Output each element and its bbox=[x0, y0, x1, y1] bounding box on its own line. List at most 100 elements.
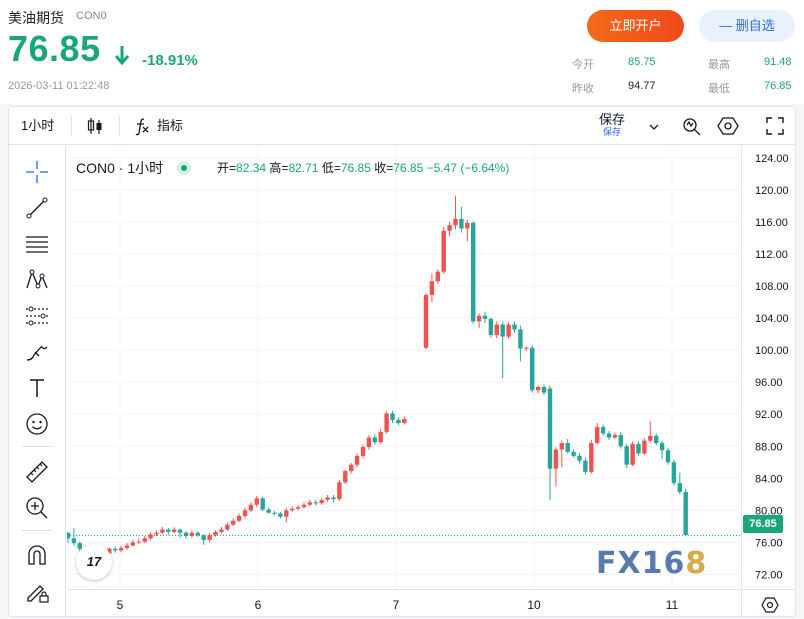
candle-body bbox=[618, 435, 623, 447]
candle-body bbox=[254, 498, 259, 505]
candle-body bbox=[195, 532, 200, 536]
open-account-button[interactable]: 立即开户 bbox=[587, 10, 684, 42]
magnet-icon[interactable] bbox=[23, 542, 51, 570]
save-button[interactable]: 保存 保存 bbox=[597, 112, 627, 137]
interval-selector[interactable]: 1小时 bbox=[21, 118, 55, 133]
price-axis[interactable]: 124.00 120.00 116.00 112.00 108.00 104.00 100.… bbox=[741, 146, 795, 588]
candle-body bbox=[148, 534, 153, 539]
candlestick-plot[interactable] bbox=[65, 146, 741, 588]
candle-body bbox=[189, 532, 195, 536]
candle-body bbox=[172, 529, 177, 532]
indicators-button[interactable]: 指标 bbox=[157, 118, 184, 133]
quote-header: 美油期货 CON0 76.85 -18.91% 2026-03-11 01:22… bbox=[0, 0, 804, 104]
fib-levels-icon[interactable] bbox=[23, 230, 51, 258]
stat-open-value: 85.75 bbox=[628, 56, 656, 68]
ohlc-close: 76.85 bbox=[393, 161, 424, 175]
prediction-icon[interactable] bbox=[23, 302, 51, 330]
lock-drawing-icon[interactable] bbox=[23, 578, 51, 606]
save-label: 保存 bbox=[598, 112, 625, 127]
candle-body bbox=[476, 315, 482, 322]
ohlc-high-label: 高 bbox=[269, 161, 282, 175]
trend-line-icon[interactable] bbox=[23, 194, 51, 222]
candle-body bbox=[272, 512, 277, 514]
last-price-label: 76.85 bbox=[743, 515, 783, 533]
price-tick-label: 108.00 bbox=[755, 281, 789, 293]
ohlc-close-label: 收 bbox=[374, 161, 387, 175]
price-tick-label: 104.00 bbox=[755, 313, 789, 325]
watermark-logo: FX168 bbox=[596, 546, 707, 581]
instrument-code: CON0 bbox=[76, 10, 107, 22]
candle-body bbox=[654, 435, 659, 444]
time-axis[interactable]: 5 6 7 10 11 bbox=[67, 589, 741, 616]
candle-body bbox=[219, 529, 224, 532]
zoom-in-icon[interactable] bbox=[23, 494, 51, 522]
candle-body bbox=[453, 218, 458, 226]
ruler-icon[interactable] bbox=[23, 458, 51, 486]
candle-body bbox=[423, 294, 429, 348]
axis-settings-icon[interactable] bbox=[761, 596, 779, 614]
ohlc-high: 82.71 bbox=[288, 161, 319, 175]
candle-body bbox=[612, 435, 618, 438]
candle-body bbox=[319, 499, 324, 504]
candle-body bbox=[71, 538, 77, 544]
toolbar-divider bbox=[71, 116, 72, 136]
price-tick-label: 84.00 bbox=[755, 473, 783, 485]
fullscreen-icon[interactable] bbox=[765, 116, 785, 136]
price-tick-label: 80.00 bbox=[755, 505, 783, 517]
change-percent: -18.91% bbox=[142, 52, 198, 69]
candle-body bbox=[441, 230, 446, 272]
candle-body bbox=[471, 222, 476, 322]
time-tick-label: 5 bbox=[117, 598, 124, 612]
function-icon[interactable] bbox=[133, 116, 153, 136]
candle-body bbox=[166, 529, 171, 532]
tradingview-logo[interactable]: 17 bbox=[76, 544, 112, 580]
axis-settings-corner[interactable] bbox=[741, 589, 795, 616]
time-tick-label: 6 bbox=[255, 598, 262, 612]
candle-body bbox=[301, 504, 307, 508]
time-tick-label: 10 bbox=[527, 598, 541, 612]
candle-body bbox=[384, 413, 389, 432]
candle-body bbox=[583, 460, 588, 472]
settings-icon[interactable] bbox=[717, 115, 739, 137]
pattern-icon[interactable] bbox=[23, 266, 51, 294]
candle-body bbox=[331, 497, 336, 500]
candle-body bbox=[577, 455, 582, 461]
candle-body bbox=[160, 529, 165, 533]
time-tick-label: 7 bbox=[393, 598, 400, 612]
snapshot-icon[interactable] bbox=[681, 115, 703, 137]
candle-body bbox=[183, 532, 189, 536]
quote-time: 2026-03-11 01:22:48 bbox=[8, 80, 110, 92]
tools-divider bbox=[21, 446, 53, 447]
stat-low-value: 76.85 bbox=[764, 80, 792, 92]
candle-body bbox=[290, 508, 295, 511]
text-icon[interactable] bbox=[23, 374, 51, 402]
candle-body bbox=[402, 419, 407, 424]
price-tick-label: 112.00 bbox=[755, 249, 788, 261]
brush-icon[interactable] bbox=[23, 338, 51, 366]
candle-body bbox=[349, 464, 354, 472]
watermark-text: FX16 bbox=[596, 546, 686, 581]
candle-body bbox=[589, 443, 594, 472]
candle-body bbox=[506, 324, 511, 337]
emoji-icon[interactable] bbox=[23, 410, 51, 438]
stat-high-value: 91.48 bbox=[764, 56, 792, 68]
ohlc-values: 开=82.34 高=82.71 低=76.85 收=76.85 −5.47 (−… bbox=[217, 161, 510, 175]
price-tick-label: 72.00 bbox=[755, 569, 783, 581]
chevron-down-icon[interactable] bbox=[649, 122, 659, 132]
candle-body bbox=[482, 315, 488, 319]
candle-body bbox=[648, 435, 653, 441]
time-tick-label: 11 bbox=[666, 598, 679, 612]
candlestick-type-icon[interactable] bbox=[85, 116, 105, 136]
candle-body bbox=[343, 471, 348, 483]
remove-favorite-button[interactable]: — 删自选 bbox=[699, 10, 795, 42]
price-chart[interactable]: CON0 · 1小时 开=82.34 高=82.71 低=76.85 收=76.… bbox=[65, 146, 741, 588]
candle-body bbox=[248, 504, 254, 511]
crosshair-icon[interactable] bbox=[23, 158, 51, 186]
price-tick-label: 92.00 bbox=[755, 409, 783, 421]
legend-separator: · bbox=[118, 160, 128, 176]
candle-body bbox=[606, 433, 612, 438]
ohlc-change: −5.47 (−6.64%) bbox=[426, 161, 510, 175]
candle-body bbox=[665, 450, 671, 463]
candle-body bbox=[553, 449, 559, 469]
candle-body bbox=[213, 531, 218, 536]
